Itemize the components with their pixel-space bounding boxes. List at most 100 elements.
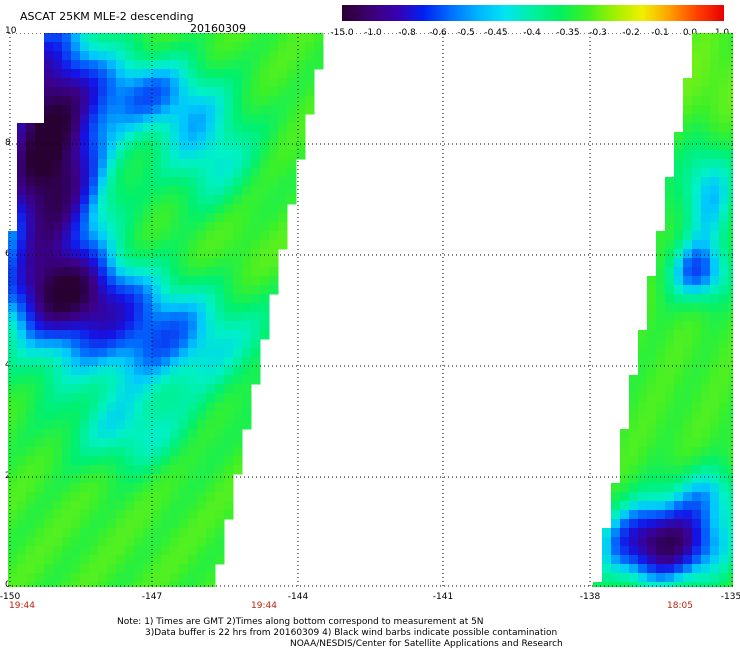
- wind-cell: [125, 177, 135, 187]
- wind-cell: [674, 249, 684, 259]
- wind-cell: [143, 411, 153, 421]
- wind-cell: [17, 267, 27, 277]
- wind-cell: [629, 447, 639, 457]
- wind-cell: [143, 213, 153, 223]
- wind-cell: [629, 537, 639, 547]
- wind-cell: [638, 546, 648, 556]
- wind-cell: [206, 276, 216, 286]
- wind-cell: [683, 546, 693, 556]
- wind-cell: [674, 321, 684, 331]
- wind-cell: [116, 330, 126, 340]
- wind-cell: [161, 348, 171, 358]
- wind-cell: [152, 60, 162, 70]
- wind-cell: [116, 573, 126, 583]
- wind-cell: [287, 51, 297, 61]
- wind-cell: [134, 483, 144, 493]
- wind-cell: [26, 510, 36, 520]
- wind-cell: [188, 330, 198, 340]
- wind-cell: [71, 339, 81, 349]
- wind-cell: [674, 420, 684, 430]
- wind-cell: [728, 258, 733, 268]
- wind-cell: [224, 141, 234, 151]
- wind-cell: [197, 168, 207, 178]
- wind-cell: [161, 582, 171, 587]
- wind-cell: [215, 123, 225, 133]
- wind-cell: [215, 528, 225, 538]
- wind-cell: [602, 528, 612, 538]
- wind-cell: [161, 312, 171, 322]
- wind-cell: [161, 357, 171, 367]
- wind-cell: [53, 438, 63, 448]
- wind-cell: [53, 150, 63, 160]
- wind-cell: [80, 267, 90, 277]
- wind-cell: [206, 366, 216, 376]
- wind-cell: [143, 249, 153, 259]
- wind-cell: [26, 339, 36, 349]
- wind-cell: [233, 438, 243, 448]
- wind-cell: [278, 114, 288, 124]
- product-date: 20160309: [190, 22, 246, 35]
- wind-cell: [674, 294, 684, 304]
- wind-cell: [62, 123, 72, 133]
- wind-cell: [71, 501, 81, 511]
- wind-cell: [62, 528, 72, 538]
- wind-cell: [44, 186, 54, 196]
- wind-cell: [629, 546, 639, 556]
- wind-cell: [197, 483, 207, 493]
- wind-cell: [161, 69, 171, 79]
- wind-cell: [260, 294, 270, 304]
- wind-cell: [161, 33, 171, 43]
- wind-cell: [17, 420, 27, 430]
- wind-cell: [701, 132, 711, 142]
- wind-cell: [647, 276, 657, 286]
- wind-cell: [728, 330, 733, 340]
- wind-cell: [683, 312, 693, 322]
- wind-cell: [260, 195, 270, 205]
- wind-cell: [134, 114, 144, 124]
- wind-cell: [674, 330, 684, 340]
- wind-cell: [71, 357, 81, 367]
- wind-cell: [53, 492, 63, 502]
- wind-cell: [170, 294, 180, 304]
- wind-cell: [116, 420, 126, 430]
- wind-cell: [224, 231, 234, 241]
- wind-cell: [170, 141, 180, 151]
- wind-cell: [35, 582, 45, 587]
- wind-cell: [179, 114, 189, 124]
- wind-cell: [242, 177, 252, 187]
- wind-cell: [215, 447, 225, 457]
- wind-cell: [170, 438, 180, 448]
- wind-cell: [116, 375, 126, 385]
- wind-cell: [656, 231, 666, 241]
- wind-cell: [179, 312, 189, 322]
- wind-cell: [206, 150, 216, 160]
- wind-cell: [710, 177, 720, 187]
- wind-cell: [35, 267, 45, 277]
- wind-cell: [53, 195, 63, 205]
- wind-cell: [107, 78, 117, 88]
- wind-cell: [161, 573, 171, 583]
- wind-cell: [233, 312, 243, 322]
- wind-cell: [233, 267, 243, 277]
- wind-cell: [26, 402, 36, 412]
- wind-cell: [116, 51, 126, 61]
- wind-cell: [53, 366, 63, 376]
- wind-cell: [125, 429, 135, 439]
- wind-cell: [44, 366, 54, 376]
- wind-cell: [278, 60, 288, 70]
- wind-cell: [107, 231, 117, 241]
- wind-cell: [53, 231, 63, 241]
- wind-cell: [71, 393, 81, 403]
- wind-cell: [269, 96, 279, 106]
- wind-cell: [89, 411, 99, 421]
- wind-cell: [305, 51, 315, 61]
- wind-cell: [242, 366, 252, 376]
- wind-cell: [179, 249, 189, 259]
- wind-cell: [8, 240, 18, 250]
- wind-cell: [224, 177, 234, 187]
- wind-cell: [647, 429, 657, 439]
- wind-cell: [215, 321, 225, 331]
- wind-cell: [44, 60, 54, 70]
- wind-cell: [35, 564, 45, 574]
- wind-cell: [116, 105, 126, 115]
